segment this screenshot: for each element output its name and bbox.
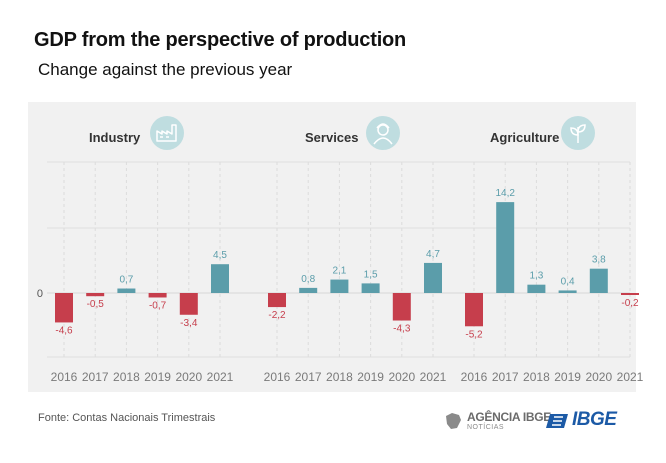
data-label: 4,5 (213, 250, 227, 261)
ibge-logo: IBGE (546, 408, 634, 434)
bar-industry-2017 (86, 293, 105, 297)
chart-subtitle: Change against the previous year (38, 60, 293, 79)
chart-title: GDP from the perspective of production (34, 29, 407, 51)
data-label: -5,2 (465, 329, 483, 340)
x-tick-label: 2018 (523, 370, 550, 384)
bar-services-2019 (361, 283, 380, 293)
data-label: 2,1 (332, 266, 346, 277)
data-label: 0,7 (119, 275, 133, 286)
x-tick-label: 2018 (326, 370, 353, 384)
panel-title-agriculture: Agriculture (490, 130, 560, 145)
ibge-emblem-icon (546, 414, 568, 428)
bar-services-2021 (424, 262, 442, 293)
x-tick-label: 2021 (617, 370, 644, 384)
data-label: 1,3 (529, 271, 543, 282)
x-tick-label: 2016 (51, 370, 78, 384)
data-label: 0,8 (301, 274, 315, 285)
bar-agriculture-2021 (621, 293, 639, 295)
bar-agriculture-2017 (496, 202, 515, 293)
data-label: 4,7 (426, 249, 440, 260)
agencia-ibge-logo: AGÊNCIA IBGE NOTÍCIAS (443, 408, 551, 436)
data-label: 1,5 (364, 269, 378, 280)
panel-title-industry: Industry (89, 130, 141, 145)
worker-icon (366, 116, 400, 150)
bar-services-2016 (268, 293, 286, 308)
brazil-map-icon (446, 413, 461, 429)
factory-icon (150, 116, 184, 150)
x-tick-label: 2017 (295, 370, 322, 384)
bar-industry-2020 (179, 293, 198, 315)
data-label: 3,8 (592, 255, 606, 266)
bar-services-2018 (330, 279, 349, 293)
bar-industry-2018 (117, 288, 136, 293)
x-tick-label: 2018 (113, 370, 140, 384)
x-tick-label: 2020 (175, 370, 202, 384)
bar-agriculture-2016 (465, 293, 483, 327)
x-tick-label: 2020 (388, 370, 415, 384)
ibge-logo-text: IBGE (572, 409, 617, 430)
agencia-logo-subtext: NOTÍCIAS (467, 424, 505, 431)
x-tick-label: 2016 (264, 370, 291, 384)
data-label: -0,2 (621, 298, 639, 309)
bar-services-2020 (392, 293, 411, 321)
source-note: Fonte: Contas Nacionais Trimestrais (38, 412, 216, 424)
x-tick-label: 2019 (357, 370, 384, 384)
data-label: -4,6 (55, 325, 73, 336)
data-label: 14,2 (495, 188, 515, 199)
x-tick-label: 2021 (207, 370, 234, 384)
chart-panel-background: Industry Services Agriculture (28, 102, 636, 392)
bar-agriculture-2019 (558, 290, 577, 293)
zero-axis-label: 0 (37, 288, 43, 300)
bar-services-2017 (299, 287, 318, 293)
x-tick-label: 2019 (554, 370, 581, 384)
data-label: -0,5 (87, 299, 105, 310)
x-tick-label: 2017 (492, 370, 519, 384)
x-tick-label: 2021 (420, 370, 447, 384)
plant-icon (561, 116, 595, 150)
bar-agriculture-2020 (589, 268, 608, 293)
x-tick-label: 2016 (461, 370, 488, 384)
data-label: -0,7 (149, 300, 167, 311)
bar-agriculture-2018 (527, 284, 546, 293)
data-label: 0,4 (561, 276, 575, 287)
bar-industry-2019 (148, 293, 167, 298)
bar-industry-2016 (55, 293, 73, 323)
panel-title-services: Services (305, 130, 359, 145)
agencia-logo-text: AGÊNCIA IBGE (467, 410, 551, 424)
x-tick-label: 2020 (585, 370, 612, 384)
data-label: -4,3 (393, 324, 411, 335)
data-label: -3,4 (180, 318, 198, 329)
x-tick-label: 2017 (82, 370, 109, 384)
x-tick-label: 2019 (144, 370, 171, 384)
bar-industry-2021 (211, 264, 229, 293)
data-label: -2,2 (268, 310, 286, 321)
